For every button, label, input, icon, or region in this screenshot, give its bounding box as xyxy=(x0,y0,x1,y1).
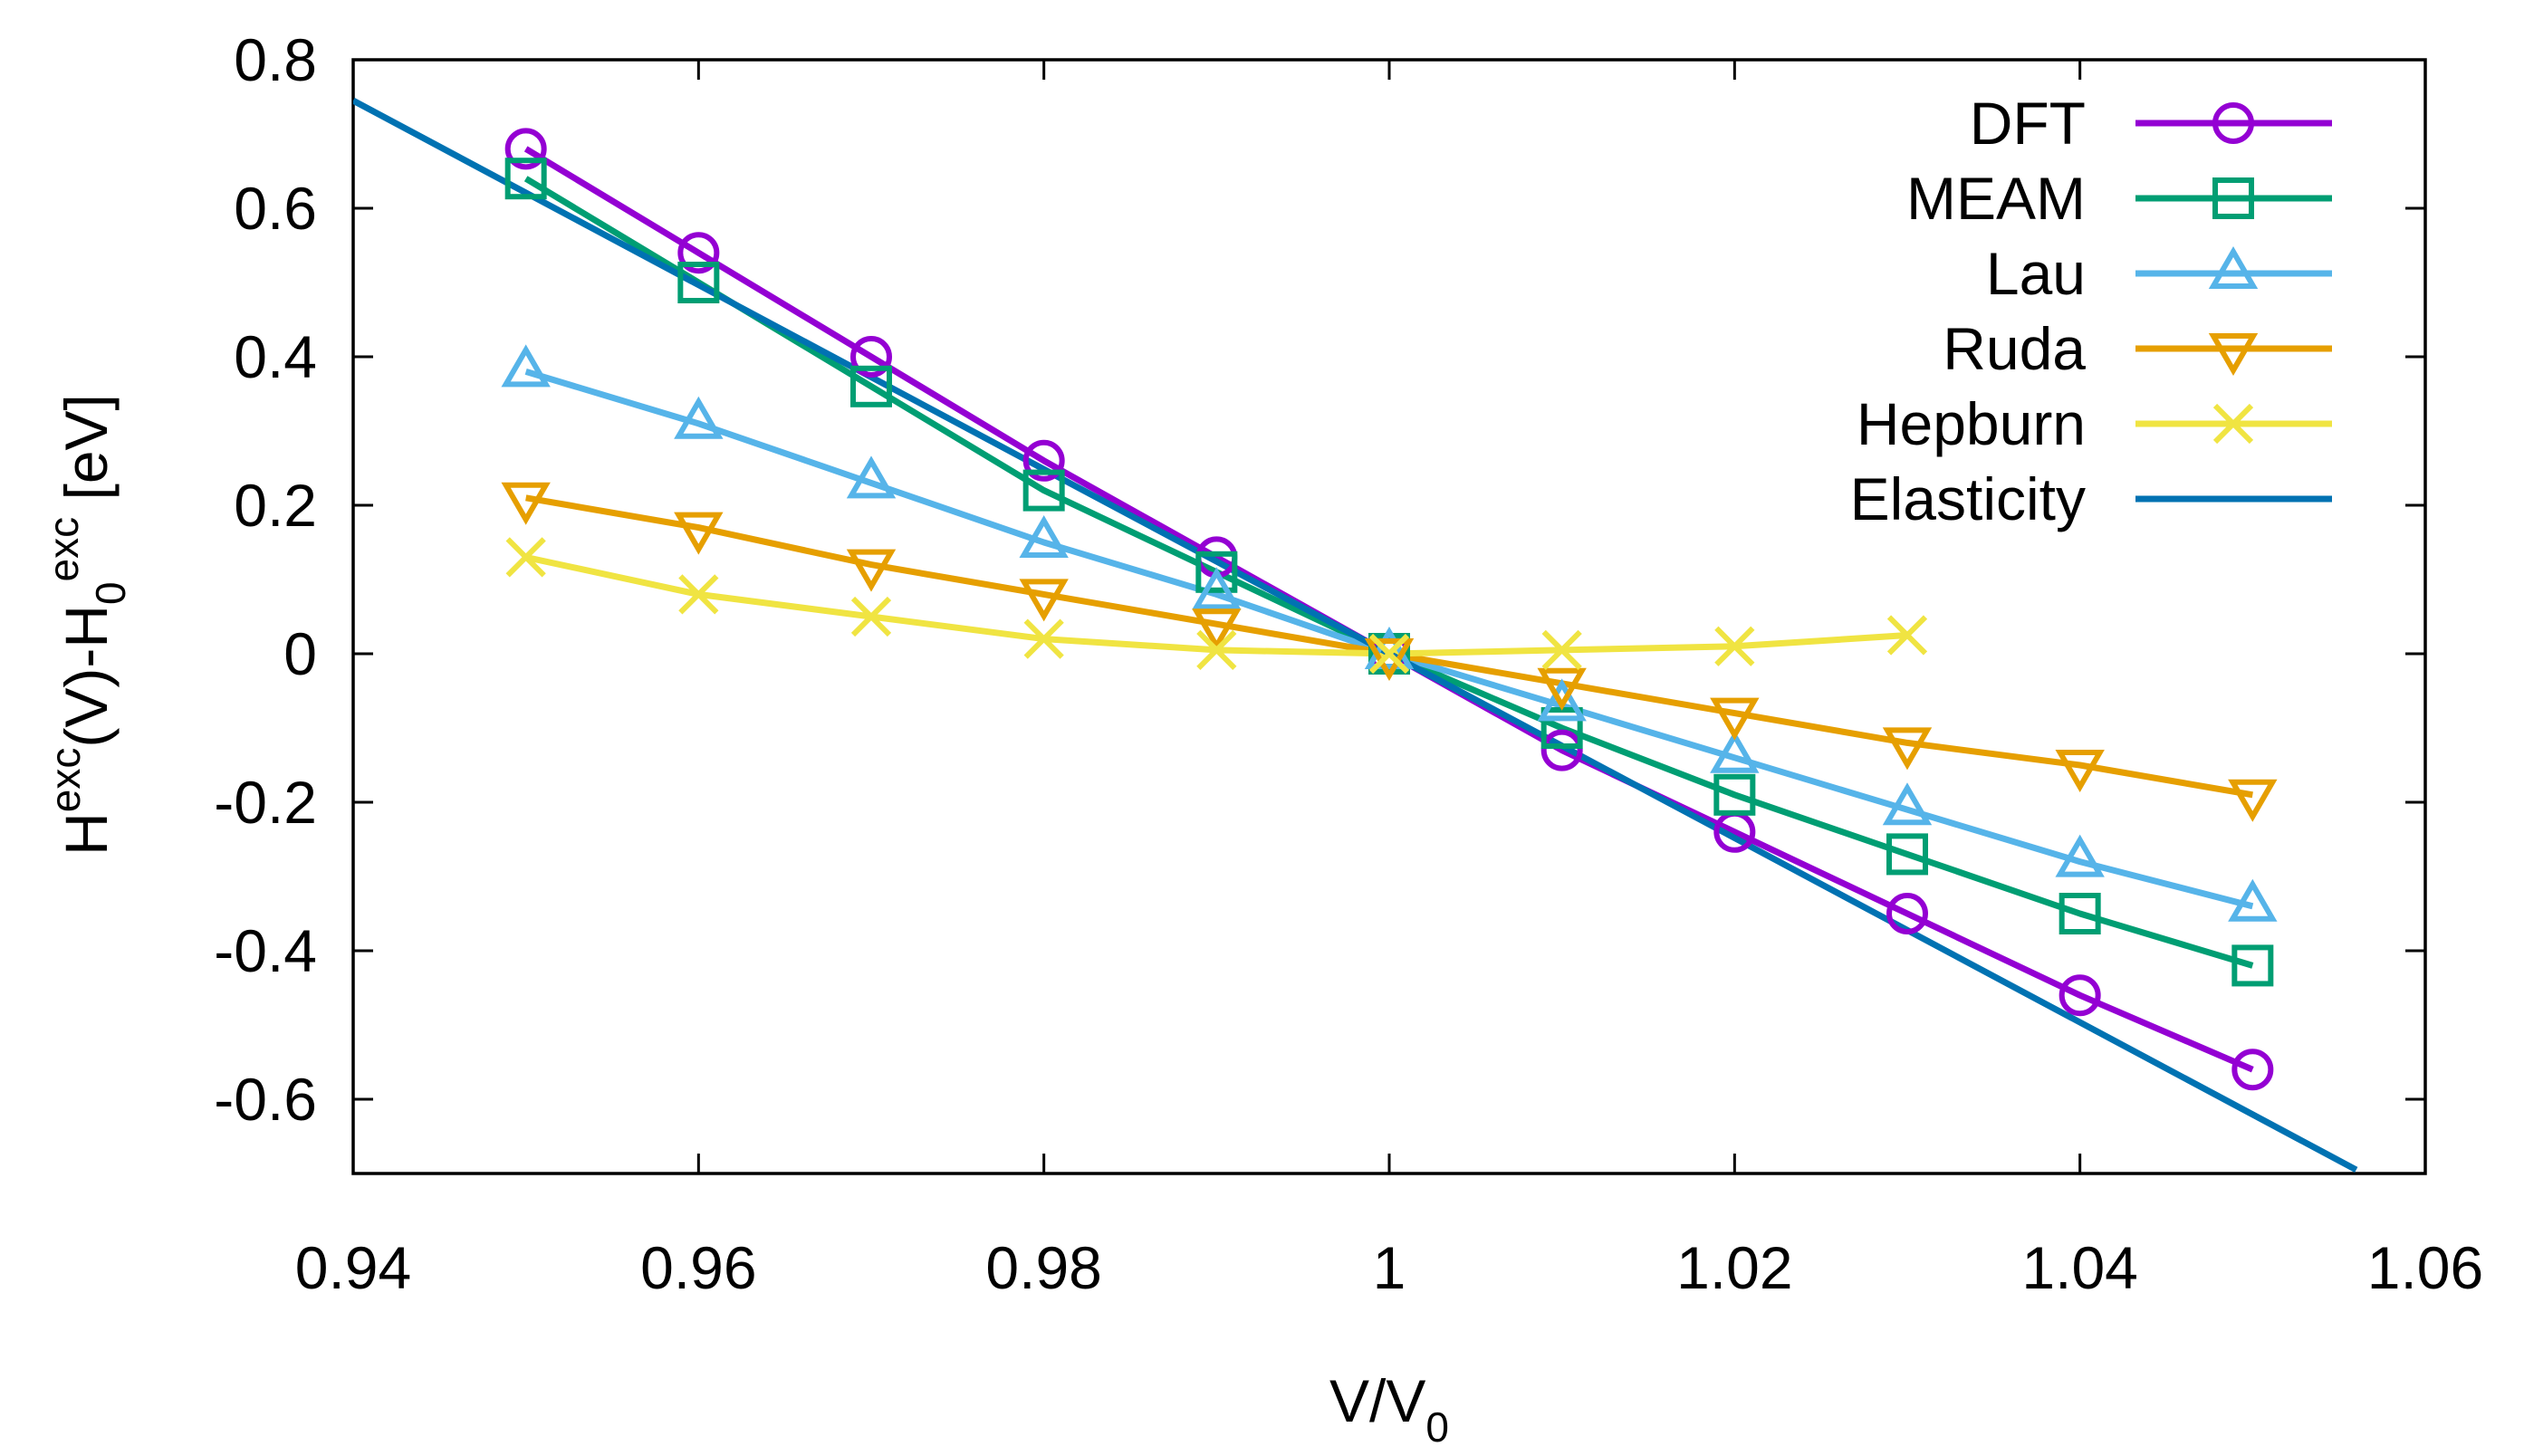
legend-label-lau: Lau xyxy=(1986,240,2086,307)
data-point-lau xyxy=(846,455,897,499)
legend-marker-lau xyxy=(2208,246,2259,289)
x-tick-label: 0.96 xyxy=(640,1234,756,1301)
data-point-lau xyxy=(1537,678,1587,722)
data-point-meam xyxy=(1886,833,1928,876)
data-point-lau xyxy=(1192,567,1242,610)
legend-label-dft: DFT xyxy=(1970,90,2086,157)
data-point-hepburn xyxy=(1886,615,1928,656)
data-point-lau xyxy=(2228,878,2278,922)
data-point-meam xyxy=(677,262,720,303)
data-point-hepburn xyxy=(1023,618,1064,659)
data-point-ruda xyxy=(2055,750,2105,792)
data-point-dft xyxy=(2231,1049,2274,1091)
data-point-ruda xyxy=(674,512,724,555)
data-point-dft xyxy=(504,128,547,170)
legend-marker-dft xyxy=(2212,102,2254,144)
series-line-elasticity xyxy=(353,98,2358,1173)
data-point-dft xyxy=(1540,729,1583,771)
x-tick-label: 0.94 xyxy=(295,1234,411,1301)
markers-layer xyxy=(501,128,2278,1091)
data-point-ruda xyxy=(1710,697,1760,741)
data-point-ruda xyxy=(1019,579,1069,622)
data-point-meam xyxy=(850,365,892,407)
legend-label-hepburn: Hepburn xyxy=(1857,390,2086,457)
data-point-hepburn xyxy=(1196,629,1237,671)
data-point-meam xyxy=(2231,944,2274,987)
data-point-lau xyxy=(1710,730,1760,773)
legend-marker-hepburn xyxy=(2212,403,2254,445)
data-point-meam xyxy=(1022,469,1065,512)
y-axis-title: Hexc(V)-H0exc [eV] xyxy=(40,394,134,856)
data-point-meam xyxy=(1713,773,1756,816)
data-point-ruda xyxy=(2228,779,2278,822)
legend-label-meam: MEAM xyxy=(1906,165,2086,232)
data-point-lau xyxy=(1882,782,1933,826)
y-tick-label: 0.2 xyxy=(234,472,317,539)
data-point-lau xyxy=(501,344,551,388)
x-tick-label: 0.98 xyxy=(985,1234,1101,1301)
data-point-hepburn xyxy=(1714,626,1755,666)
legend-label-ruda: Ruda xyxy=(1943,315,2086,382)
data-point-ruda xyxy=(1192,608,1242,652)
data-point-ruda xyxy=(1364,638,1415,681)
data-point-hepburn xyxy=(505,537,546,578)
data-point-lau xyxy=(674,396,724,439)
y-tick-label: -0.4 xyxy=(214,917,317,984)
y-tick-label: 0.8 xyxy=(234,26,317,93)
legend-marker-ruda xyxy=(2208,333,2259,376)
axis-ticks xyxy=(351,58,2427,1173)
data-point-lau xyxy=(1364,627,1415,669)
legend-label-elasticity: Elasticity xyxy=(1850,465,2086,532)
x-tick-label: 1.04 xyxy=(2021,1234,2137,1301)
y-tick-label: -0.6 xyxy=(214,1066,317,1133)
y-tick-label: 0 xyxy=(283,620,317,687)
legend-marker-meam xyxy=(2212,177,2254,219)
x-tick-label: 1.06 xyxy=(2367,1234,2483,1301)
data-point-hepburn xyxy=(1541,629,1582,671)
x-tick-label: 1 xyxy=(1373,1234,1406,1301)
data-point-meam xyxy=(1195,551,1238,593)
data-point-hepburn xyxy=(1368,633,1410,675)
y-tick-label: -0.2 xyxy=(214,769,317,836)
x-axis-title: V/V0 xyxy=(1329,1367,1449,1451)
data-point-meam xyxy=(2059,893,2101,934)
legend: DFT MEAM Lau Ruda Hepburn Elasticity xyxy=(1850,90,2332,532)
data-point-ruda xyxy=(1537,667,1587,711)
y-tick-label: 0.4 xyxy=(234,323,317,390)
data-point-meam xyxy=(504,158,547,200)
data-point-dft xyxy=(677,232,720,274)
data-point-ruda xyxy=(501,482,551,525)
y-tick-label: 0.6 xyxy=(234,175,317,242)
data-point-dft xyxy=(850,336,892,378)
data-point-ruda xyxy=(1882,727,1933,771)
data-point-dft xyxy=(1022,439,1065,482)
data-point-dft xyxy=(2059,974,2101,1017)
plot-frame xyxy=(351,58,2427,1175)
tick-labels: 0.94 0.96 0.98 1 1.02 1.04 1.06 0.8 0.6 0.4 0.2 0 -0… xyxy=(214,26,2483,1301)
data-point-lau xyxy=(2055,834,2105,877)
data-point-lau xyxy=(1019,515,1069,558)
data-point-hepburn xyxy=(678,574,719,615)
series-line-ruda xyxy=(525,494,2253,799)
x-tick-label: 1.02 xyxy=(1676,1234,1792,1301)
data-point-hepburn xyxy=(850,596,892,637)
data-point-dft xyxy=(1886,893,1928,934)
data-point-ruda xyxy=(846,549,897,592)
